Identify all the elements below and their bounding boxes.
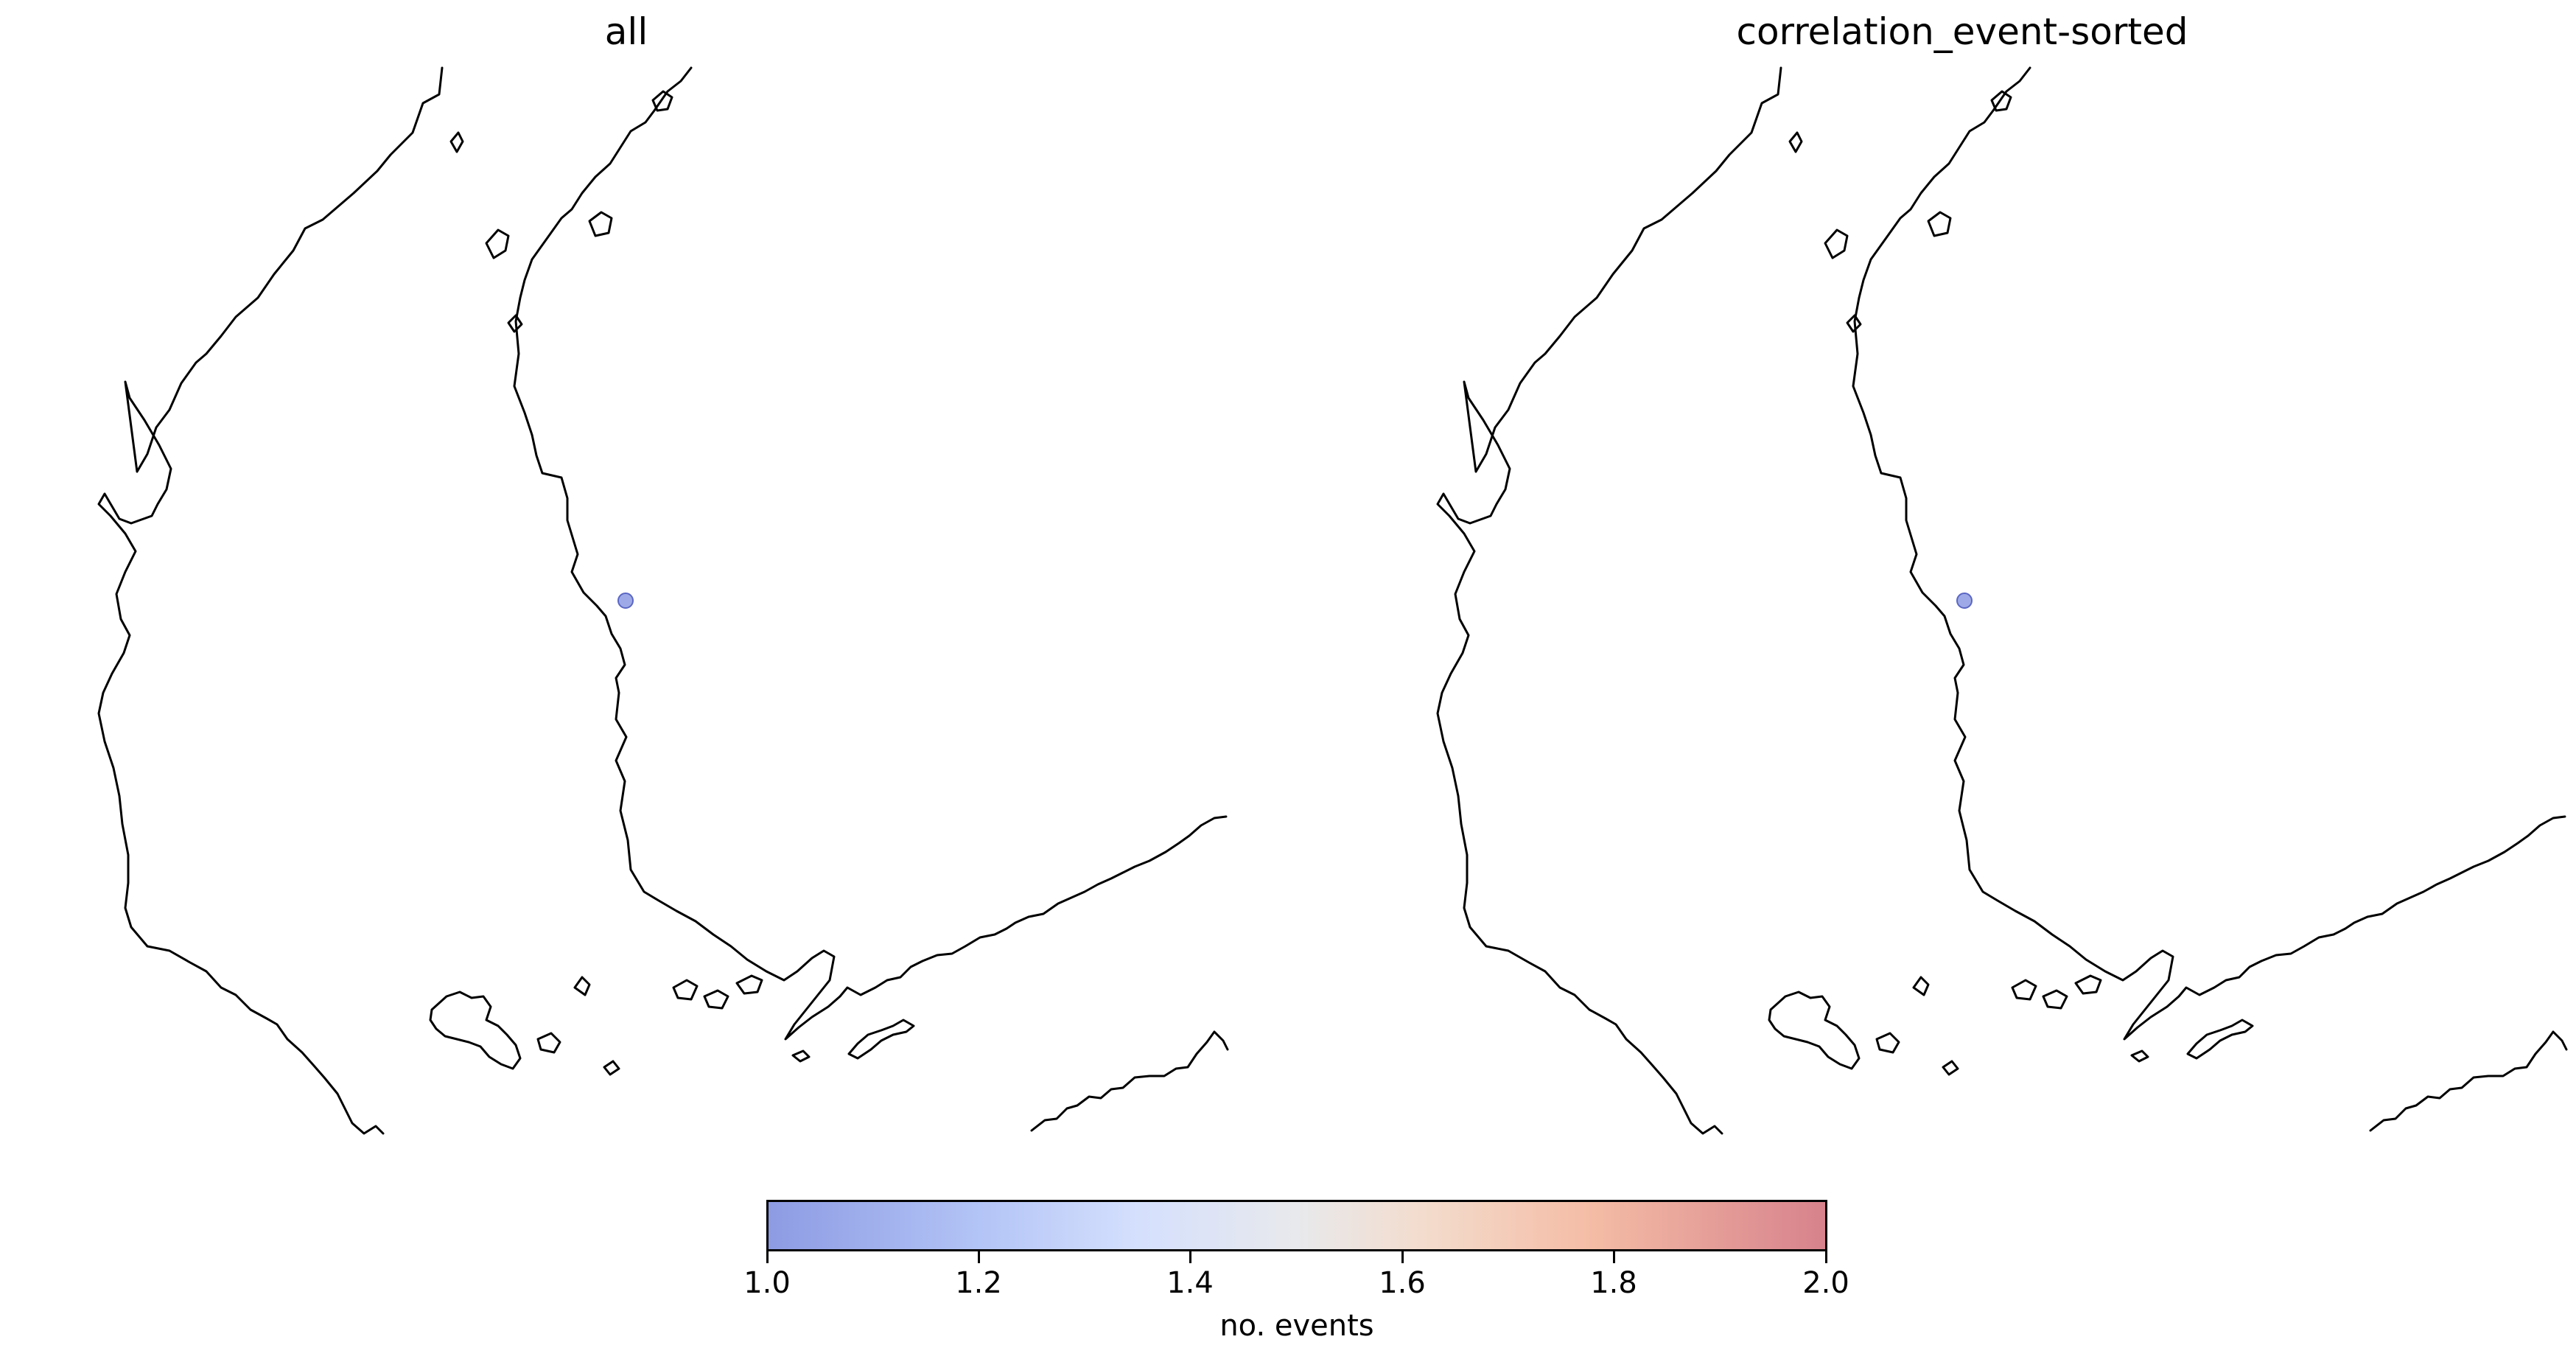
- colorbar-tick: [1401, 1251, 1404, 1263]
- island-aland-4: [672, 979, 699, 1001]
- island-aland-1: [429, 991, 522, 1070]
- panel-title-correlation: correlation_event-sorted: [1736, 10, 2188, 53]
- map-panel-correlation[interactable]: [1339, 0, 2576, 1150]
- island-north-3: [449, 131, 464, 153]
- colorbar-tick-label: 1.0: [743, 1266, 791, 1300]
- event-marker[interactable]: [1956, 593, 1973, 609]
- island-north-2: [588, 211, 613, 237]
- map-panel-all[interactable]: [0, 0, 1253, 1150]
- colorbar-tick: [1189, 1251, 1191, 1263]
- island-aland-2: [1875, 1032, 1900, 1054]
- panel-title-all: all: [604, 10, 648, 53]
- island-small-1: [1942, 1060, 1959, 1076]
- coastline-gulf-bay: [2186, 1019, 2254, 1060]
- island-north-5: [507, 314, 523, 333]
- island-north-1: [485, 228, 510, 259]
- coastline-gulf-bay: [847, 1019, 915, 1060]
- event-marker[interactable]: [617, 593, 634, 609]
- coastline-east: [513, 66, 1228, 1041]
- island-aland-6: [2074, 974, 2102, 995]
- coastline-south: [2369, 1030, 2568, 1132]
- island-aland-2: [536, 1032, 561, 1054]
- colorbar-tick-label: 1.2: [955, 1266, 1002, 1300]
- island-aland-1: [1768, 991, 1861, 1070]
- island-north-1: [1824, 228, 1849, 259]
- colorbar-tick: [1825, 1251, 1827, 1263]
- coastline-west: [1436, 66, 1782, 1135]
- colorbar-tick-label: 1.6: [1379, 1266, 1426, 1300]
- coastline-east: [1852, 66, 2566, 1041]
- island-north-2: [1927, 211, 1952, 237]
- island-small-1: [603, 1060, 620, 1076]
- coastline-south: [1030, 1030, 1229, 1132]
- island-aland-6: [735, 974, 763, 995]
- coastline: [97, 66, 1229, 1135]
- coastline-west: [97, 66, 444, 1135]
- coastline: [1436, 66, 2568, 1135]
- colorbar-tick: [1613, 1251, 1615, 1263]
- island-small-2: [791, 1049, 811, 1063]
- colorbar-label: no. events: [1219, 1309, 1374, 1343]
- island-north-3: [1788, 131, 1803, 153]
- island-aland-3: [1912, 976, 1930, 996]
- island-aland-5: [2042, 989, 2068, 1010]
- island-small-2: [2130, 1049, 2149, 1063]
- island-aland-4: [2011, 979, 2037, 1001]
- island-aland-3: [573, 976, 591, 996]
- island-north-4: [1990, 90, 2012, 112]
- island-aland-5: [703, 989, 729, 1010]
- colorbar-tick: [978, 1251, 980, 1263]
- colorbar: [766, 1200, 1827, 1251]
- colorbar-tick-label: 1.4: [1166, 1266, 1214, 1300]
- island-north-5: [1846, 314, 1862, 333]
- colorbar-tick-label: 2.0: [1802, 1266, 1849, 1300]
- colorbar-tick: [766, 1251, 769, 1263]
- island-north-4: [651, 90, 673, 112]
- colorbar-tick-label: 1.8: [1590, 1266, 1637, 1300]
